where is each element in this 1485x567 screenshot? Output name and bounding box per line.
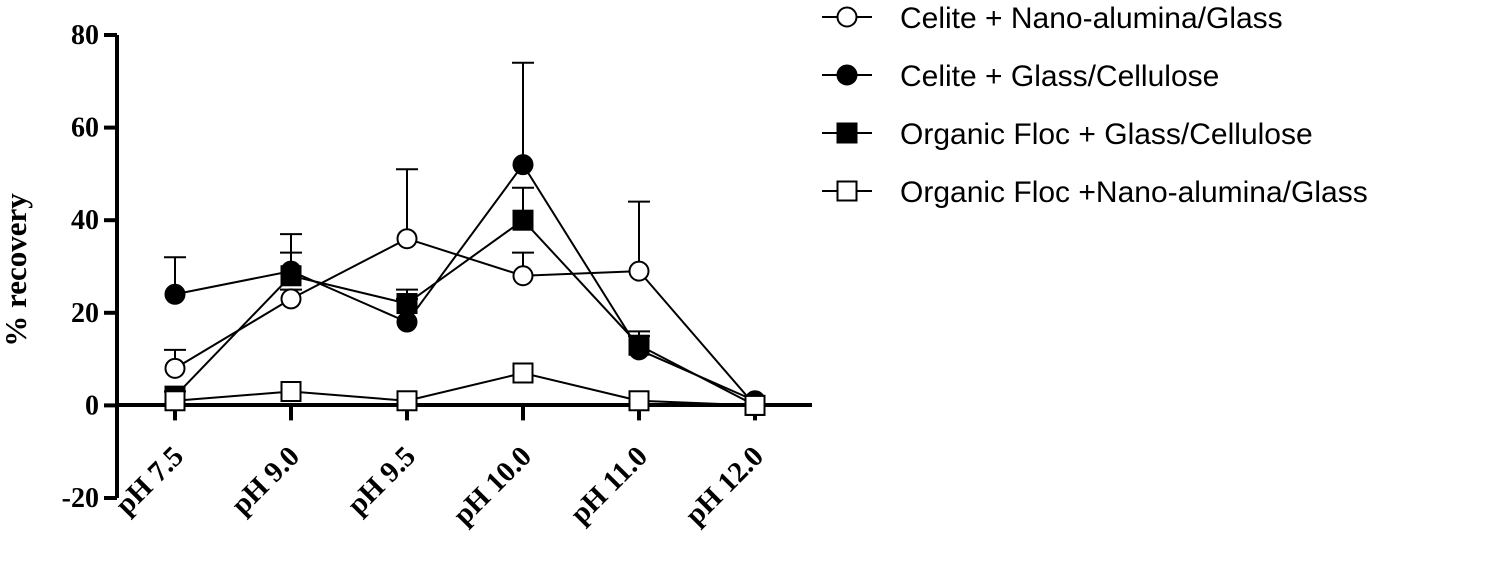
y-tick-label: 20 [71,298,99,329]
data-point [512,209,534,231]
series-2 [164,61,766,412]
data-point [512,154,534,176]
legend-item: Celite + Nano-alumina/Glass [822,2,1283,35]
y-axis-label: % recovery [0,193,33,347]
data-point [628,390,650,412]
y-ticks: -20 0 20 40 60 80 [62,20,117,514]
data-point [396,293,418,315]
y-tick-label: 80 [71,20,99,51]
data-point [280,288,302,310]
y-tick-label: 60 [71,113,99,144]
x-tick-label: pH 11.0 [564,440,654,530]
x-tick-label: pH 12.0 [679,440,770,531]
series-3 [164,186,766,416]
data-point [280,381,302,403]
data-point [280,265,302,287]
data-point [512,362,534,384]
x-ticks: pH 7.5 pH 9.0 pH 9.5 pH 10.0 pH 11.0 pH 12.0 [109,405,770,531]
y-tick-label: 0 [85,390,99,421]
axes [115,35,812,498]
y-tick-label: -20 [62,483,99,514]
series-line [174,371,756,407]
series-4 [164,362,766,416]
series-line [174,162,756,402]
legend-marker [836,122,858,144]
legend: Celite + Nano-alumina/Glass Celite + Glas… [822,2,1368,209]
legend-marker [836,6,858,28]
data-point [512,265,534,287]
data-point [396,311,418,333]
legend-label: Celite + Glass/Cellulose [900,60,1219,93]
legend-label: Organic Floc +Nano-alumina/Glass [900,176,1368,209]
legend-label: Celite + Nano-alumina/Glass [900,2,1283,35]
data-point [164,357,186,379]
data-point [164,390,186,412]
legend-item: Organic Floc + Glass/Cellulose [822,118,1313,151]
legend-marker [836,64,858,86]
x-tick-label: pH 9.5 [341,440,422,521]
y-tick-label: 40 [71,205,99,236]
data-point [164,283,186,305]
x-tick-label: pH 10.0 [447,440,538,531]
plot-area [164,61,766,416]
legend-marker [836,180,858,202]
x-tick-label: pH 9.0 [225,440,306,521]
legend-item: Organic Floc +Nano-alumina/Glass [822,176,1368,209]
legend-item: Celite + Glass/Cellulose [822,60,1219,93]
data-point [744,394,766,416]
x-tick-label: pH 7.5 [109,440,190,521]
series-line [174,218,756,407]
series-1 [164,168,766,416]
series-line [174,237,756,407]
data-point [396,390,418,412]
data-point [628,334,650,356]
data-point [628,260,650,282]
legend-label: Organic Floc + Glass/Cellulose [900,118,1313,151]
data-point [396,228,418,250]
